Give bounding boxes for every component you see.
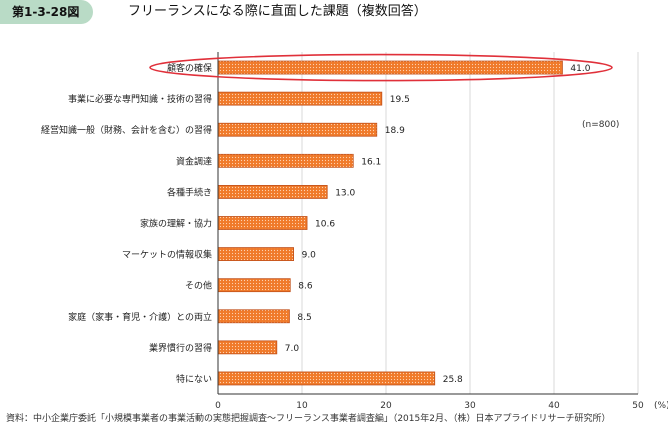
value-label: 9.0	[302, 251, 317, 261]
category-label: 業界慣行の習得	[149, 342, 212, 354]
value-label: 41.0	[570, 64, 590, 74]
category-label: 特にない	[176, 373, 212, 385]
category-label: 資金調達	[176, 155, 212, 167]
value-label: 18.9	[385, 126, 405, 136]
bar	[217, 153, 354, 168]
category-label: 家族の理解・協力	[140, 218, 212, 230]
labels: 0 10 20 30 40 50 (%) (n=800) 顧客の確保 41.0 事業に必要な専門知識…	[41, 53, 668, 411]
grid-lines	[301, 52, 639, 394]
bar	[217, 247, 294, 261]
value-label: 7.0	[285, 344, 300, 354]
figure-header: 第1-3-28図 フリーランスになる際に直面した課題（複数回答）	[0, 0, 668, 40]
bar	[217, 371, 436, 386]
value-label: 19.5	[390, 95, 410, 105]
category-label: その他	[185, 280, 212, 292]
category-label: 顧客の確保	[167, 62, 212, 74]
category-label: 経営知識一般（財務、会計を含む）の習得	[41, 124, 212, 136]
bar	[217, 309, 290, 324]
value-label: 25.8	[443, 375, 463, 385]
value-label: 8.6	[298, 282, 313, 292]
category-label: 事業に必要な専門知識・技術の習得	[68, 93, 212, 105]
x-tick-label: 10	[296, 401, 308, 411]
value-label: 8.5	[297, 313, 311, 323]
x-tick-label: 30	[464, 401, 476, 411]
source-note: 資料：中小企業庁委託「小規模事業者の事業活動の実態把握調査～フリーランス事業者調…	[6, 414, 611, 424]
sample-size-annotation: (n=800)	[582, 120, 619, 130]
bar	[217, 340, 278, 355]
x-tick-label: 40	[548, 401, 560, 411]
figure-title: フリーランスになる際に直面した課題（複数回答）	[128, 4, 427, 19]
bar	[217, 91, 383, 106]
bar	[217, 60, 563, 75]
value-label: 10.6	[315, 220, 335, 230]
bars	[217, 60, 563, 386]
bar	[217, 122, 378, 137]
category-label: 家庭（家事・育児・介護）との両立	[68, 311, 212, 323]
category-label: 各種手続き	[167, 186, 212, 198]
value-label: 16.1	[361, 157, 381, 167]
axes	[217, 52, 638, 395]
figure-number-badge: 第1-3-28図	[0, 0, 94, 24]
highlight-ellipse	[149, 53, 613, 82]
value-label: 13.0	[335, 188, 355, 198]
x-tick-label: 50	[632, 401, 644, 411]
bar	[217, 185, 328, 199]
x-tick-label: 0	[215, 401, 221, 411]
bar	[217, 216, 308, 230]
x-axis-unit: (%)	[654, 401, 668, 411]
category-label: マーケットの情報収集	[122, 249, 212, 261]
bar	[217, 278, 291, 293]
x-tick-label: 20	[380, 401, 392, 411]
